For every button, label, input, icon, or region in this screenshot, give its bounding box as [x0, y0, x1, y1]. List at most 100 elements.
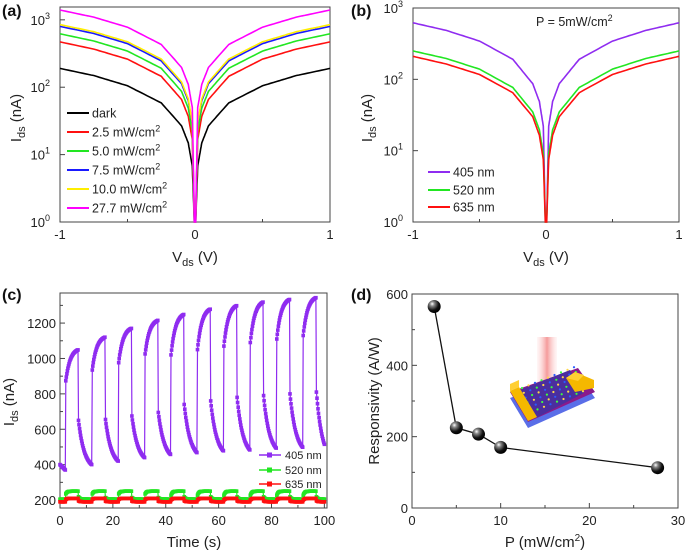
data-point-635-nm — [76, 496, 80, 501]
data-point-405-nm — [294, 430, 298, 434]
data-point-520-nm — [314, 489, 318, 493]
data-point-405-nm — [239, 423, 243, 427]
data-point-405-nm — [116, 459, 120, 463]
data-point-405-nm — [67, 362, 71, 366]
data-point-405-nm — [320, 434, 324, 439]
data-point-405-nm — [132, 428, 136, 432]
lattice-atom — [545, 393, 549, 396]
data-point-405-nm — [222, 344, 226, 348]
data-point-405-nm — [116, 360, 121, 365]
data-point-405-nm — [276, 324, 281, 329]
data-point-405-nm — [79, 436, 83, 441]
data-point-405-nm — [275, 337, 279, 341]
data-point-405-nm — [196, 338, 201, 343]
y-tick-label: 400 — [34, 458, 56, 473]
panel-b: -1 0 1 100 101 102 103 405 nm 520 nm 635 nm — [384, 0, 683, 242]
lattice-atom — [561, 376, 564, 379]
lattice-atom — [557, 383, 560, 386]
data-point-405-nm — [267, 431, 272, 435]
data-point-405-nm — [261, 300, 265, 304]
data-point-405-nm — [241, 432, 245, 437]
data-point-405-nm — [266, 424, 270, 428]
data-point-405-nm — [198, 328, 202, 333]
lattice-atom — [544, 388, 547, 391]
lattice-atom — [541, 400, 544, 404]
data-point-520-nm — [129, 489, 134, 493]
data-point-635-nm — [116, 500, 120, 504]
x-tick-label: 20 — [106, 513, 120, 528]
data-point-405-nm — [250, 324, 255, 328]
electrode-left — [510, 387, 537, 421]
y-tick-label: 102 — [384, 70, 403, 87]
data-point-405-nm — [160, 435, 165, 439]
lattice-atom — [553, 373, 556, 377]
lattice-atom — [537, 391, 540, 394]
data-point-405-nm — [168, 452, 173, 457]
data-point-405-nm — [146, 336, 150, 340]
data-point-405-nm — [78, 430, 82, 434]
data-point-405-nm — [91, 360, 96, 365]
data-point-405-nm — [186, 430, 191, 435]
panel-label-d: (d) — [351, 287, 371, 304]
panel-c: 0 20 40 60 80 100 200 400 600 800 1000 1200 405 nm 52… — [27, 292, 335, 528]
y-tick-label: 103 — [384, 0, 403, 16]
y-tick-label: 101 — [384, 142, 403, 159]
data-point-405-nm — [184, 415, 188, 420]
legend-label: dark — [92, 107, 117, 121]
data-point-405-nm — [77, 426, 82, 431]
y-tick-label: 800 — [34, 387, 56, 402]
data-point-405-nm — [183, 407, 187, 411]
data-point — [449, 421, 463, 435]
data-point-405-nm — [143, 348, 148, 352]
data-point-405-nm — [289, 406, 294, 410]
data-point-405-nm — [106, 434, 110, 439]
data-point-520-nm — [208, 489, 212, 493]
lattice-atom — [549, 403, 552, 406]
data-point-405-nm — [213, 428, 217, 432]
data-point-405-nm — [293, 427, 298, 432]
lattice-atom — [555, 400, 559, 403]
data-point-520-nm — [322, 497, 327, 501]
data-point-405-nm — [209, 408, 214, 412]
data-point-405-nm — [185, 425, 190, 429]
data-point-635-nm — [234, 496, 239, 501]
data-point-405-nm — [261, 393, 266, 398]
data-point-405-nm — [65, 372, 69, 376]
data-point-405-nm — [262, 398, 266, 403]
x-tick-label: 0 — [408, 513, 415, 528]
data-point-520-nm — [156, 489, 160, 493]
data-point-405-nm — [235, 395, 239, 400]
ylabel-b: Ids (nA) — [359, 94, 379, 142]
data-point — [427, 299, 441, 313]
y-tick-label: 0 — [401, 501, 408, 516]
data-point-405-nm — [249, 331, 254, 336]
data-point-405-nm — [105, 428, 109, 433]
legend-label: 2.5 mW/cm2 — [92, 124, 160, 140]
data-point-405-nm — [187, 432, 191, 437]
lattice-atom — [566, 368, 569, 371]
x-tick-label: 0 — [56, 513, 63, 528]
data-point-405-nm — [302, 325, 307, 329]
data-point-405-nm — [303, 318, 308, 322]
data-point-405-nm — [120, 342, 124, 346]
data-point-405-nm — [214, 432, 218, 437]
x-tick-label: 0 — [191, 227, 198, 242]
legend-label: 635 nm — [285, 479, 322, 491]
data-point-405-nm — [89, 462, 94, 467]
lattice-atom — [555, 378, 558, 381]
legend-label: 635 nm — [453, 201, 495, 215]
data-point-405-nm — [292, 425, 297, 430]
data-point-405-nm — [208, 307, 212, 311]
data-point-405-nm — [132, 431, 137, 435]
lattice-atom — [559, 371, 563, 374]
data-point-405-nm — [197, 334, 201, 339]
lattice-atom — [563, 380, 566, 384]
legend-label: 7.5 mW/cm2 — [92, 162, 160, 178]
data-point-405-nm — [321, 436, 325, 441]
lattice-atom — [534, 403, 537, 406]
data-point-635-nm — [322, 500, 327, 504]
x-tick-label: 40 — [159, 513, 173, 528]
electrode-right-top — [566, 372, 584, 381]
data-point-405-nm — [252, 316, 256, 320]
data-point-405-nm — [301, 329, 306, 333]
